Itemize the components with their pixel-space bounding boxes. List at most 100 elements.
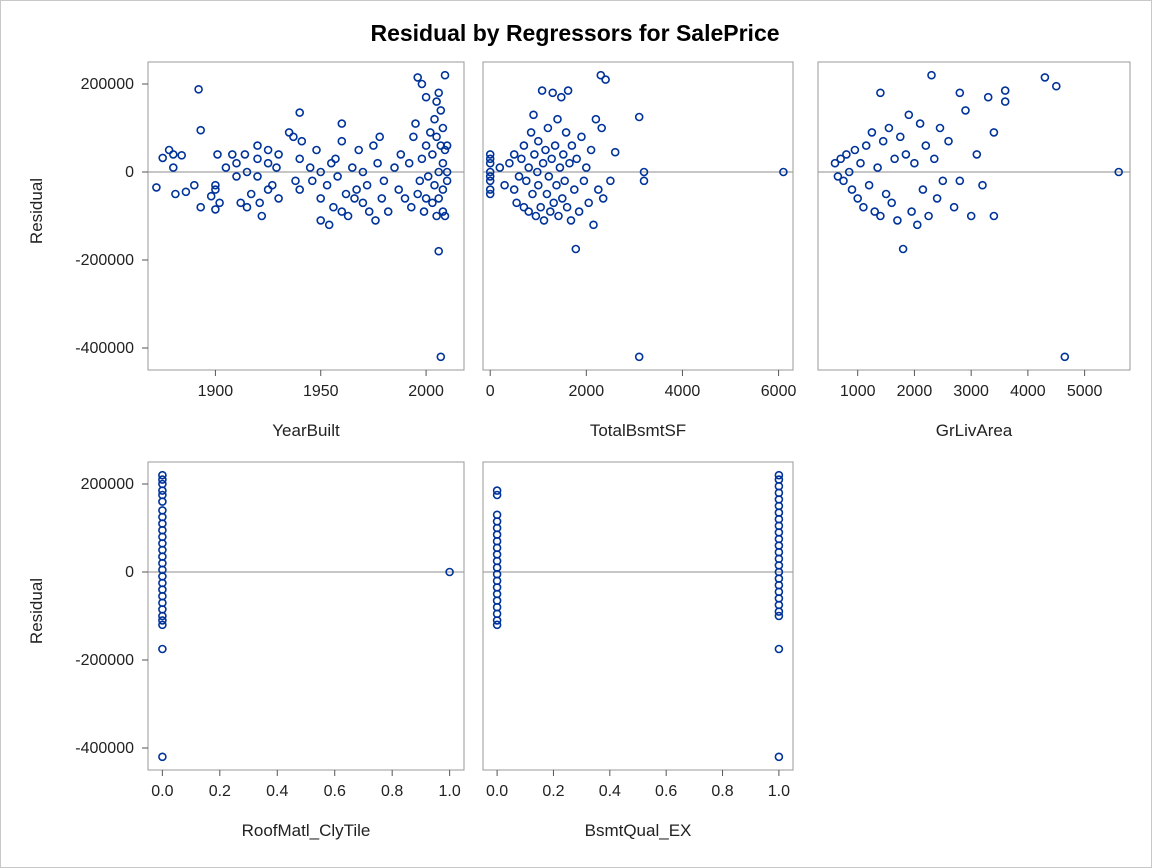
data-point <box>537 86 547 95</box>
data-point <box>428 150 437 159</box>
data-point <box>774 752 784 762</box>
data-point <box>284 128 294 137</box>
data-point <box>569 185 579 194</box>
data-point <box>898 244 908 254</box>
data-point <box>440 70 450 80</box>
data-point <box>549 198 559 208</box>
data-point <box>253 172 262 181</box>
data-point <box>485 158 495 168</box>
data-point <box>779 167 788 177</box>
data-point <box>878 136 888 146</box>
data-point <box>312 145 321 155</box>
data-point <box>253 141 262 150</box>
data-point <box>337 136 347 146</box>
y-tick-label: -400000 <box>75 740 134 757</box>
x-tick-label: 2000 <box>408 383 444 400</box>
data-point <box>639 167 649 177</box>
data-point <box>541 145 550 155</box>
data-point <box>533 136 543 146</box>
data-point <box>586 145 596 155</box>
data-point <box>552 180 561 190</box>
data-point <box>924 211 933 221</box>
data-point <box>421 141 431 150</box>
data-point <box>547 154 557 164</box>
data-point <box>411 119 420 128</box>
data-point <box>337 207 347 216</box>
data-point <box>881 189 891 199</box>
data-point <box>242 202 252 212</box>
data-point <box>542 189 552 199</box>
data-point <box>524 207 534 216</box>
data-point <box>406 202 416 212</box>
data-point <box>864 180 874 190</box>
data-point <box>579 176 589 186</box>
data-point <box>1052 81 1061 91</box>
data-point <box>544 172 554 181</box>
data-point <box>417 79 427 89</box>
y-axis-label: Residual <box>27 578 46 644</box>
data-point <box>932 194 942 203</box>
x-axis-label: YearBuilt <box>272 421 340 440</box>
data-point <box>774 611 784 621</box>
data-point <box>158 752 167 762</box>
data-point <box>158 616 167 625</box>
data-point <box>545 207 555 216</box>
data-point <box>529 110 538 120</box>
data-point <box>853 194 863 203</box>
data-point <box>333 172 342 181</box>
data-point <box>442 176 452 186</box>
data-point <box>267 180 277 190</box>
data-point <box>890 154 899 164</box>
data-point <box>409 132 418 142</box>
data-point <box>263 158 273 168</box>
x-tick-label: 0 <box>486 383 495 400</box>
data-point <box>169 163 178 172</box>
data-point <box>538 158 548 168</box>
data-point <box>495 163 505 172</box>
data-point <box>526 128 536 137</box>
data-point <box>432 97 441 106</box>
data-point <box>430 114 439 124</box>
data-point <box>322 180 332 190</box>
data-point <box>434 246 444 256</box>
data-point <box>492 620 502 630</box>
data-point <box>445 567 454 577</box>
data-point <box>873 163 882 172</box>
data-point <box>158 611 167 621</box>
data-point <box>196 202 205 212</box>
data-point <box>228 150 237 159</box>
y-axis-label: Residual <box>27 178 46 244</box>
data-point <box>774 470 784 480</box>
x-tick-label: 3000 <box>953 383 989 400</box>
data-point <box>955 176 965 186</box>
data-point <box>440 211 450 221</box>
data-point <box>867 128 877 137</box>
data-point <box>634 352 644 362</box>
data-point <box>379 176 389 186</box>
data-point <box>485 176 495 186</box>
data-point <box>213 150 222 159</box>
data-point <box>912 220 922 230</box>
data-point <box>910 158 919 168</box>
data-point <box>158 644 167 654</box>
data-point <box>255 198 265 208</box>
data-point <box>593 185 603 194</box>
data-point <box>560 176 570 186</box>
data-point <box>929 154 939 164</box>
data-point <box>438 185 448 194</box>
data-point <box>856 158 865 168</box>
data-point <box>421 194 431 203</box>
data-point <box>350 194 359 203</box>
chart-title: Residual by Regressors for SalePrice <box>370 20 780 46</box>
x-tick-label: 0.2 <box>542 783 564 800</box>
data-point <box>240 150 250 159</box>
data-point <box>206 191 216 201</box>
data-point <box>432 211 441 221</box>
data-point <box>434 194 444 203</box>
x-tick-label: 1950 <box>303 383 339 400</box>
data-point <box>634 112 644 122</box>
data-point <box>354 145 364 155</box>
data-point <box>572 154 582 164</box>
data-point <box>830 158 840 168</box>
data-point <box>169 150 178 159</box>
